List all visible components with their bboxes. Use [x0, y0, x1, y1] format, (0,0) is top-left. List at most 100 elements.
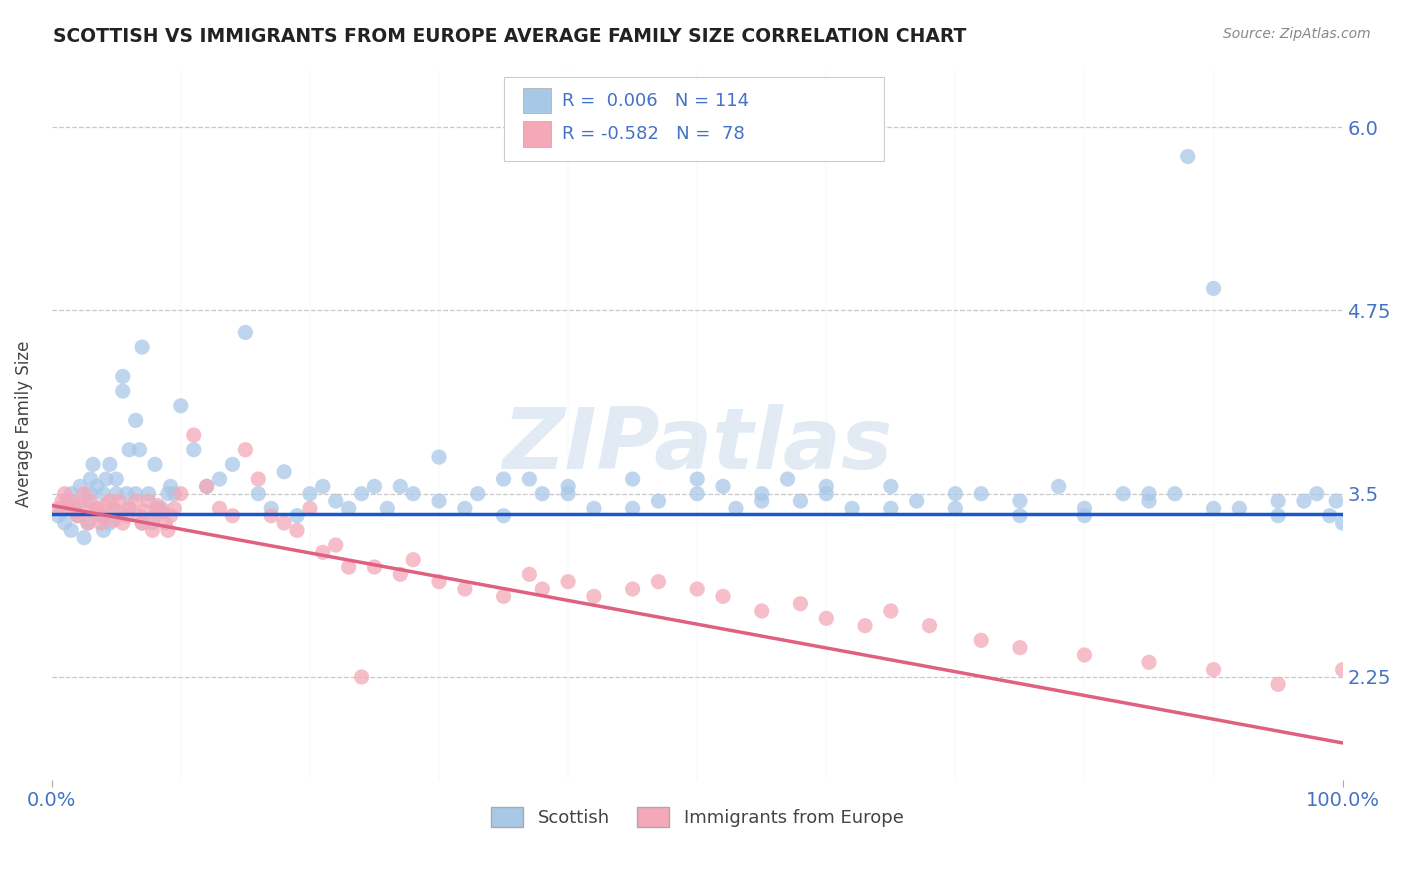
Point: [789, 597, 811, 611]
Point: [943, 501, 966, 516]
Point: [124, 413, 146, 427]
Point: [103, 513, 125, 527]
Point: [195, 479, 218, 493]
Point: [105, 472, 128, 486]
Point: [208, 501, 231, 516]
Point: [195, 479, 218, 493]
Point: [51, 501, 73, 516]
Point: [124, 494, 146, 508]
Point: [124, 486, 146, 500]
Point: [1331, 663, 1354, 677]
Point: [163, 486, 186, 500]
Point: [1177, 149, 1199, 163]
Point: [63, 501, 86, 516]
Point: [789, 494, 811, 508]
Point: [108, 494, 131, 508]
Point: [1227, 501, 1250, 516]
Point: [150, 501, 173, 516]
Point: [247, 472, 270, 486]
Point: [79, 472, 101, 486]
Point: [235, 442, 257, 457]
Point: [60, 524, 83, 538]
Point: [880, 604, 903, 618]
Point: [156, 486, 179, 500]
Point: [1306, 486, 1329, 500]
Point: [60, 486, 83, 500]
Point: [402, 486, 425, 500]
Point: [131, 516, 153, 530]
Point: [1073, 508, 1095, 523]
Point: [183, 428, 205, 442]
Point: [298, 501, 321, 516]
Point: [105, 486, 128, 500]
Point: [118, 442, 141, 457]
Point: [1202, 281, 1225, 295]
Point: [77, 516, 100, 530]
Point: [221, 508, 243, 523]
Point: [880, 479, 903, 493]
Point: [1164, 486, 1187, 500]
Point: [115, 486, 138, 500]
Point: [621, 582, 644, 596]
Point: [46, 501, 69, 516]
Point: [1073, 648, 1095, 662]
Point: [1267, 508, 1289, 523]
Point: [557, 486, 579, 500]
Point: [183, 442, 205, 457]
Point: [128, 508, 150, 523]
Point: [105, 504, 128, 518]
Point: [79, 486, 101, 500]
Point: [686, 582, 709, 596]
Point: [46, 508, 69, 523]
Point: [724, 501, 747, 516]
Point: [146, 499, 169, 513]
Point: [970, 486, 993, 500]
Point: [711, 479, 734, 493]
Y-axis label: Average Family Size: Average Family Size: [15, 341, 32, 508]
Point: [163, 501, 186, 516]
Point: [427, 574, 450, 589]
Point: [531, 582, 554, 596]
Point: [260, 501, 283, 516]
Point: [1202, 501, 1225, 516]
Point: [686, 486, 709, 500]
Point: [1267, 677, 1289, 691]
Point: [647, 494, 669, 508]
Legend: Scottish, Immigrants from Europe: Scottish, Immigrants from Europe: [484, 799, 911, 835]
Point: [93, 486, 115, 500]
Point: [86, 501, 108, 516]
Point: [377, 501, 399, 516]
Point: [73, 486, 96, 500]
Point: [1137, 486, 1160, 500]
Point: [235, 326, 257, 340]
Point: [1331, 516, 1354, 530]
Point: [519, 472, 541, 486]
Point: [273, 465, 295, 479]
Point: [531, 486, 554, 500]
Point: [711, 590, 734, 604]
Point: [82, 504, 104, 518]
Point: [325, 538, 347, 552]
Point: [389, 479, 412, 493]
Point: [454, 501, 477, 516]
Point: [53, 486, 76, 500]
Point: [582, 590, 605, 604]
Point: [1008, 508, 1031, 523]
Point: [60, 494, 83, 508]
FancyBboxPatch shape: [503, 77, 884, 161]
Point: [150, 504, 173, 518]
Point: [94, 499, 117, 513]
Point: [118, 501, 141, 516]
Point: [1202, 663, 1225, 677]
Point: [815, 486, 838, 500]
Point: [389, 567, 412, 582]
Point: [131, 340, 153, 354]
Point: [492, 590, 515, 604]
Point: [402, 552, 425, 566]
Point: [1008, 494, 1031, 508]
Point: [155, 516, 177, 530]
Point: [285, 508, 308, 523]
Point: [51, 494, 73, 508]
Point: [905, 494, 928, 508]
Point: [146, 501, 169, 516]
